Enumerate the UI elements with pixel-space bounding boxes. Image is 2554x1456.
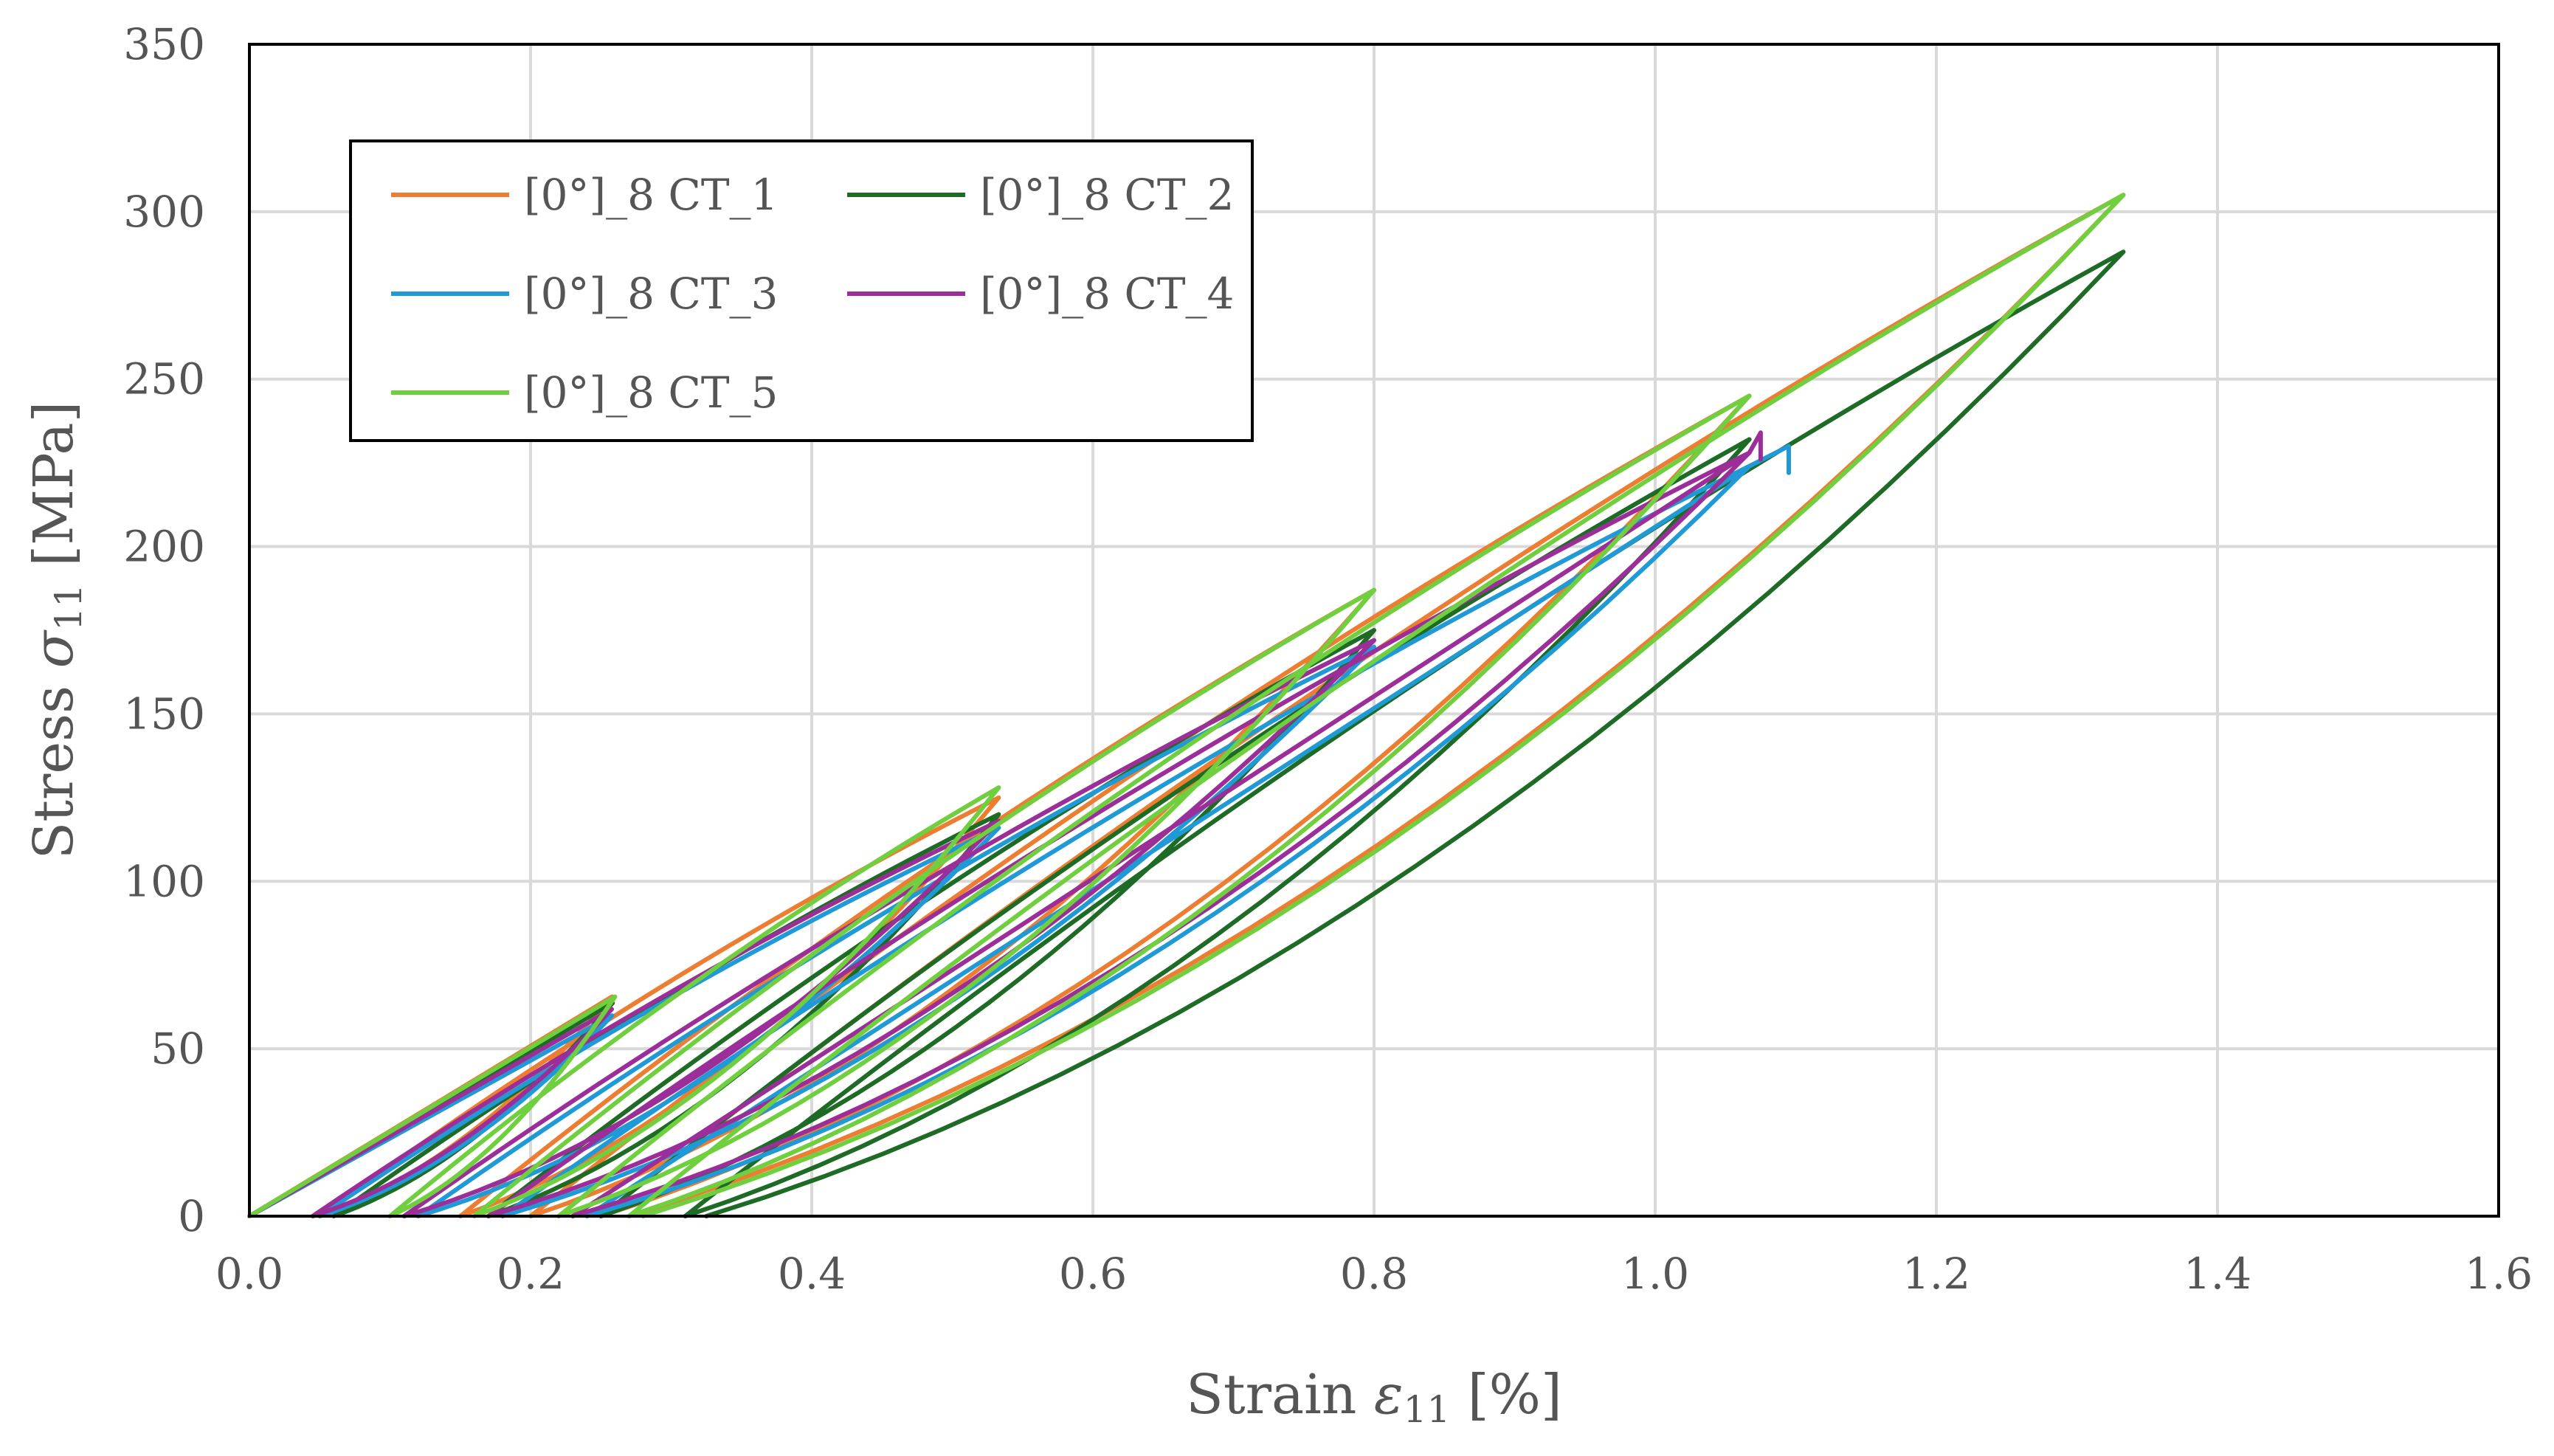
legend-label: [0°]_8 CT_2 [980, 170, 1234, 220]
x-tick-label: 0.6 [1059, 1249, 1127, 1299]
series-line [247, 444, 1791, 1218]
legend-label: [0°]_8 CT_4 [980, 269, 1234, 319]
y-tick-label: 200 [123, 522, 205, 572]
plot-frame [248, 43, 2500, 1218]
y-tick-label: 100 [123, 856, 205, 906]
y-axis-title: Stress σ11 [MPa] [22, 401, 90, 860]
series-line [247, 193, 2126, 1218]
series-line [247, 430, 1763, 1218]
x-tick-label: 0.2 [497, 1249, 565, 1299]
tick-labels: 0.0 0.2 0.4 0.6 0.8 1.0 1.2 1.4 1.6 0 50 100 150 200 2… [123, 19, 2533, 1299]
legend-label: [0°]_8 CT_5 [524, 368, 778, 418]
series-curves [247, 193, 2126, 1218]
y-tick-label: 350 [123, 19, 205, 69]
x-tick-label: 0.0 [215, 1249, 283, 1299]
series-line [247, 193, 2126, 1218]
x-tick-label: 1.0 [1621, 1249, 1689, 1299]
x-tick-label: 1.2 [1902, 1249, 1970, 1299]
x-tick-label: 1.4 [2184, 1249, 2251, 1299]
y-tick-label: 300 [123, 187, 205, 237]
y-tick-label: 0 [178, 1191, 205, 1241]
x-axis-title: Strain ε11 [%] [1186, 1363, 1562, 1431]
x-tick-label: 1.6 [2465, 1249, 2533, 1299]
legend-label: [0°]_8 CT_3 [524, 269, 778, 319]
legend-label: [0°]_8 CT_1 [524, 170, 778, 220]
x-tick-label: 0.4 [778, 1249, 846, 1299]
legend: [0°]_8 CT_1 [0°]_8 CT_2 [0°]_8 CT_3 [0°]_8 … [349, 139, 1254, 442]
x-tick-label: 0.8 [1340, 1249, 1408, 1299]
y-tick-label: 150 [123, 689, 205, 739]
y-tick-label: 250 [123, 354, 205, 404]
y-tick-label: 50 [151, 1024, 205, 1074]
